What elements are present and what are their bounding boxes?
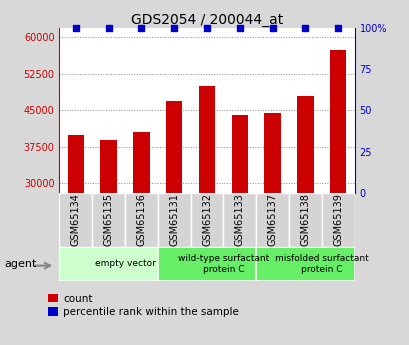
Bar [67,135,84,329]
FancyBboxPatch shape [321,193,354,247]
Bar [231,115,247,329]
Text: GSM65131: GSM65131 [169,194,179,246]
Point [236,25,243,30]
Bar [100,140,117,329]
Point [138,25,144,30]
Bar [264,113,280,329]
Bar [198,86,215,329]
Text: empty vector: empty vector [94,259,155,268]
Point [334,25,341,30]
Point [269,25,275,30]
FancyBboxPatch shape [59,247,157,281]
Bar [166,101,182,329]
Bar [329,50,346,329]
FancyBboxPatch shape [125,193,157,247]
Point [72,25,79,30]
Text: GSM65139: GSM65139 [333,194,342,246]
FancyBboxPatch shape [59,193,92,247]
Title: GDS2054 / 200044_at: GDS2054 / 200044_at [130,12,283,27]
Text: GSM65134: GSM65134 [71,194,81,246]
Point [203,25,210,30]
Text: wild-type surfactant
protein C: wild-type surfactant protein C [178,254,268,274]
FancyBboxPatch shape [288,193,321,247]
Text: agent: agent [4,259,36,269]
FancyBboxPatch shape [223,193,256,247]
Text: GSM65137: GSM65137 [267,194,277,246]
Text: misfolded surfactant
protein C: misfolded surfactant protein C [274,254,368,274]
Point [301,25,308,30]
Text: GSM65138: GSM65138 [300,194,310,246]
FancyBboxPatch shape [157,247,256,281]
FancyBboxPatch shape [59,193,354,247]
Bar [297,96,313,329]
FancyBboxPatch shape [256,247,354,281]
Legend: count, percentile rank within the sample: count, percentile rank within the sample [46,292,240,319]
Text: GSM65135: GSM65135 [103,194,113,246]
FancyBboxPatch shape [256,193,288,247]
Text: GSM65133: GSM65133 [234,194,244,246]
Point [105,25,112,30]
Text: GSM65132: GSM65132 [202,194,211,246]
Text: GSM65136: GSM65136 [136,194,146,246]
FancyBboxPatch shape [157,193,190,247]
Point [171,25,177,30]
FancyBboxPatch shape [92,193,125,247]
FancyBboxPatch shape [190,193,223,247]
Bar [133,132,149,329]
